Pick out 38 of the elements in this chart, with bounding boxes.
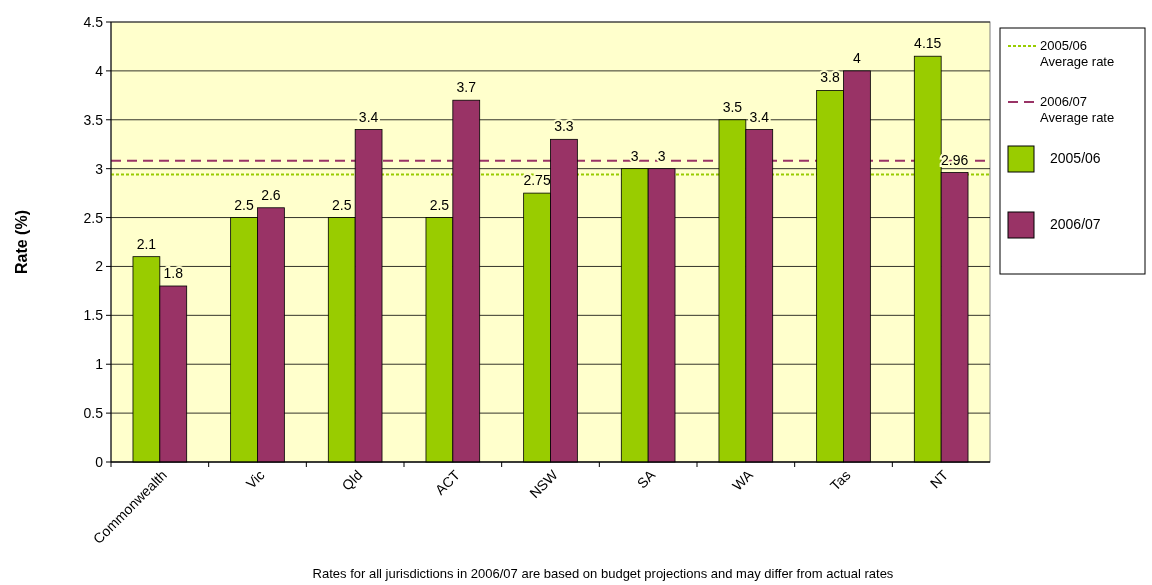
x-tick-label: SA [633, 466, 659, 492]
x-tick-label: WA [729, 466, 757, 494]
data-label: 3.8 [820, 69, 841, 86]
text: 2005/06 [1050, 150, 1101, 166]
data-label: 2.1 [136, 235, 157, 252]
y-tick-label: 3.5 [83, 111, 104, 128]
x-tick-label: Tas [826, 466, 854, 494]
x-tick-label: NT [926, 466, 952, 492]
y-axis-title: Rate (%) [13, 209, 30, 275]
y-tick-label: 4.5 [83, 14, 104, 30]
data-label: 2.5 [234, 196, 255, 213]
y-tick-label: 2.5 [83, 209, 104, 226]
data-label: 3 [657, 147, 666, 164]
data-label: 1.8 [163, 265, 184, 281]
text: 2006/07 [1050, 216, 1101, 232]
y-tick-label: 0.5 [83, 405, 104, 422]
data-label: 3.3 [554, 118, 574, 135]
legend-label: 2005/06 [1040, 38, 1087, 53]
legend-label: 2006/07 [1040, 94, 1087, 109]
text: Average rate [1040, 54, 1115, 69]
data-label: 2.6 [261, 186, 281, 203]
data-label: 3.5 [722, 98, 743, 115]
x-tick-label: Vic [242, 466, 268, 492]
data-label: 3 [630, 147, 639, 164]
y-tick-label: 0 [95, 454, 104, 470]
y-tick-label: 1 [95, 356, 104, 373]
text: Average rate [1040, 110, 1115, 125]
y-tick-label: 4 [95, 62, 104, 79]
y-tick-label: 2 [95, 258, 104, 275]
y-tick-label: 1.5 [83, 307, 104, 324]
x-tick-label: Qld [338, 466, 366, 494]
data-label: 3.7 [456, 79, 477, 96]
text: Rates for all jurisdictions in 2006/07 are based on budget projections and may differ from actual rates [312, 566, 894, 581]
y-tick-label: 3 [95, 160, 104, 177]
data-label: 2.5 [332, 196, 352, 213]
data-label: 2.5 [429, 196, 450, 213]
data-label: 4.15 [914, 35, 942, 52]
data-label: 4 [853, 49, 862, 66]
